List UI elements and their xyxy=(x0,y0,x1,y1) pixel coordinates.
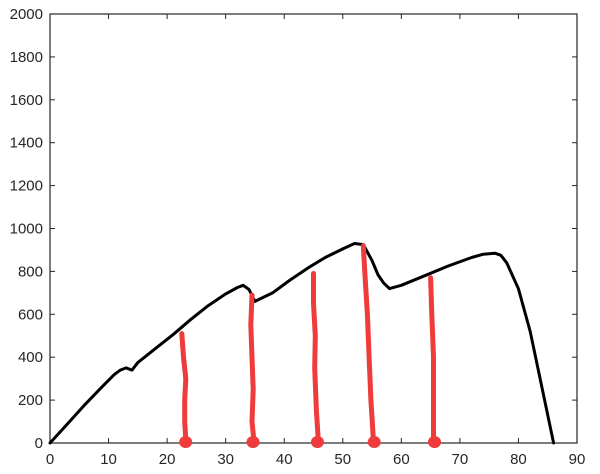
x-tick-label: 40 xyxy=(276,451,293,468)
y-tick-label: 2000 xyxy=(10,6,43,23)
y-tick-label: 1800 xyxy=(10,49,43,66)
marker-stroke xyxy=(248,292,257,446)
y-tick-label: 1200 xyxy=(10,178,43,195)
marker-stroke xyxy=(311,271,321,446)
y-tick-label: 0 xyxy=(35,435,43,452)
marker-blob xyxy=(428,436,442,448)
marker-blob xyxy=(246,436,260,448)
marker-blob xyxy=(310,436,324,448)
x-tick-label: 0 xyxy=(46,451,54,468)
y-tick-label: 1400 xyxy=(10,135,43,152)
y-tick-label: 600 xyxy=(18,306,43,323)
y-tick-label: 1000 xyxy=(10,221,43,238)
y-tick-label: 1600 xyxy=(10,92,43,109)
series-line xyxy=(48,242,556,445)
marker-stroke xyxy=(428,275,436,446)
plot-area: 0 10 20 30 40 50 60 70 80 90 0 200 400 600 800 1000 1200… xyxy=(10,6,586,468)
x-tick-label: 70 xyxy=(452,451,469,468)
x-tick-label: 10 xyxy=(100,451,117,468)
x-tick-label: 30 xyxy=(217,451,234,468)
x-tick-label: 20 xyxy=(159,451,176,468)
x-tick-label: 90 xyxy=(569,451,586,468)
x-tick-label: 80 xyxy=(510,451,527,468)
marker-blob xyxy=(179,436,193,448)
x-tick-label: 50 xyxy=(334,451,351,468)
marker-stroke xyxy=(360,243,376,446)
y-tick-label: 200 xyxy=(18,392,43,409)
y-tick-label: 800 xyxy=(18,263,43,280)
marker-stroke xyxy=(179,331,189,446)
y-tick-label: 400 xyxy=(18,349,43,366)
marker-blob xyxy=(367,436,381,448)
x-tick-label: 60 xyxy=(393,451,410,468)
